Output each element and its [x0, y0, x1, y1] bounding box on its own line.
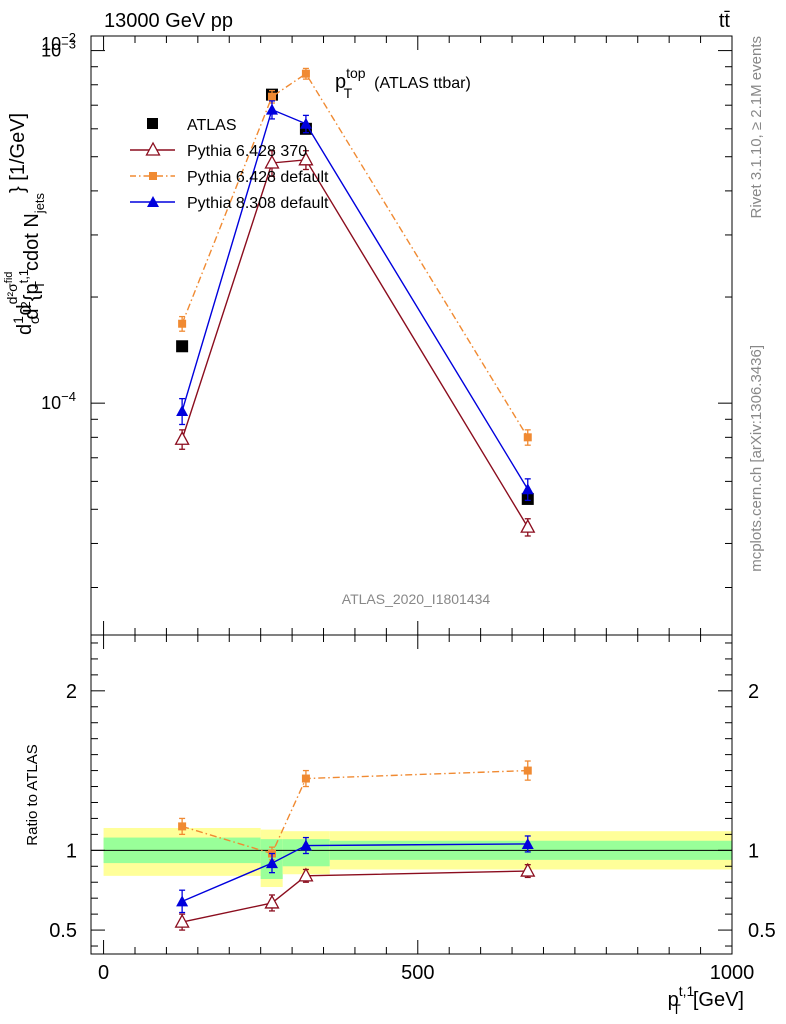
xaxis-label: pt,1 T [GeV]: [668, 983, 744, 1017]
legend-label-pythia6-370: Pythia 6.428 370: [187, 143, 307, 160]
pythia8-marker-main-1: [265, 103, 278, 115]
pythia6-default-marker-main-3: [523, 433, 532, 442]
ratio-ytick-label-left-1: 1: [66, 840, 77, 862]
ratio-ytick-label-left-2: 2: [66, 681, 77, 703]
pythia6-370-marker-ratio-2: [298, 867, 314, 882]
legend-label-pythia8: Pythia 8.308 default: [187, 195, 329, 212]
ratio-line-pythia8: [181, 843, 528, 903]
main-ytick-label-1: 10−3: [41, 37, 76, 61]
svg-text:d1σdd²σfidd2{pt,1Tcdot Njets}: d1σdd²σfidd2{pt,1Tcdot Njets} [1/GeV]: [3, 113, 47, 335]
ratio-ticks: 0.5 0.5 1 1 2 2 0 500 1000: [49, 635, 776, 984]
pythia6-370-marker-ratio-0: [174, 913, 190, 928]
main-ytick-label-0: 10−2: [41, 30, 76, 54]
legend-entry-pythia6-default: Pythia 6.428 default: [130, 169, 329, 186]
ratio-bands: [103, 827, 732, 888]
legend-label-pythia6-default: Pythia 6.428 default: [187, 169, 329, 186]
main-line-pythia8: [181, 108, 529, 490]
ratio-plot-frame: [90, 634, 733, 955]
pythia6-370-marker-ratio-3: [520, 862, 536, 877]
legend-entry-pythia8: Pythia 8.308 default: [130, 195, 329, 212]
legend-entry-pythia6-370: Pythia 6.428 370: [130, 141, 307, 160]
ratio-line-pythia6-default: [181, 769, 528, 855]
ratio-ytick-label-right-0.5: 0.5: [748, 920, 776, 942]
xtick-label-1000: 1000: [710, 962, 755, 984]
pythia8-marker-main-0: [176, 405, 189, 417]
title-rest: (ATLAS ttbar): [374, 75, 471, 92]
pythia8-marker-ratio-1: [265, 857, 278, 869]
legend: ATLAS Pythia 6.428 370 Pythia 6.428 defa…: [130, 117, 329, 212]
ratio-series-layer: [174, 760, 536, 931]
pythia6-default-marker-ratio-2: [301, 774, 310, 783]
pythia6-370-marker-main-2: [298, 151, 314, 166]
main-series-layer: [174, 67, 536, 537]
pythia6-default-marker-main-2: [301, 69, 310, 78]
legend-entry-atlas: ATLAS: [147, 117, 237, 134]
ratio-series-pythia6-default: [178, 760, 532, 861]
pythia8-marker-ratio-0: [176, 895, 189, 907]
pythia8-marker-ratio-2: [299, 839, 312, 851]
xtick-label-500: 500: [401, 962, 434, 984]
ratio-series-pythia6-370: [174, 862, 536, 931]
legend-marker-pythia6-370: [145, 141, 161, 156]
pythia8-marker-main-3: [521, 483, 534, 495]
pythia6-370-marker-main-0: [174, 430, 190, 445]
pythia6-default-marker-ratio-3: [523, 766, 532, 775]
legend-marker-pythia6-default: [149, 172, 157, 180]
title-main: p: [335, 71, 346, 93]
main-ylabel: d1σdd²σfidd2{pt,1Tcdot Njets} [1/GeV]: [3, 113, 47, 335]
pythia8-marker-main-2: [299, 117, 312, 129]
ratio-ytick-label-right-1: 1: [748, 840, 759, 862]
pythia6-370-marker-main-1: [264, 154, 280, 169]
analysis-watermark: ATLAS_2020_I1801434: [342, 591, 491, 607]
main-ticks: 10−210−3 10−4: [41, 30, 733, 635]
ratio-panel: 0.5 0.5 1 1 2 2 0 500 1000 Ratio to ATLAS pt,1 T[…: [24, 634, 776, 1017]
title-sup: top: [346, 65, 366, 81]
legend-marker-pythia8: [147, 196, 159, 207]
ratio-ytick-label-right-2: 2: [748, 681, 759, 703]
ratio-ylabel: Ratio to ATLAS: [24, 744, 41, 845]
legend-label-atlas: ATLAS: [187, 117, 237, 134]
legend-marker-atlas: [147, 118, 158, 129]
xtick-label-0: 0: [98, 962, 109, 984]
pythia6-default-marker-ratio-0: [178, 822, 187, 831]
process-label: tt̄: [719, 10, 731, 32]
pythia6-370-marker-ratio-1: [264, 894, 280, 909]
main-ytick-label-2: 10−4: [41, 389, 76, 413]
pythia8-marker-ratio-3: [521, 837, 534, 849]
ratio-line-pythia6-370: [181, 870, 528, 923]
plot-title: ptop T (ATLAS ttbar): [335, 65, 471, 101]
pythia6-default-marker-main-0: [178, 319, 187, 328]
main-line-pythia6-370: [181, 159, 529, 528]
atlas-marker-main-0: [176, 340, 189, 353]
energy-label: 13000 GeV pp: [104, 10, 233, 32]
pythia6-370-marker-main-3: [520, 518, 536, 533]
rivet-version-label: Rivet 3.1.10, ≥ 2.1M events: [748, 36, 765, 219]
title-sub: T: [344, 85, 353, 101]
main-line-pythia6-default: [181, 72, 529, 438]
ratio-ytick-label-left-0.5: 0.5: [49, 920, 77, 942]
ratio-series-pythia8: [176, 835, 534, 914]
main-panel: 10−210−3 10−4 ptop T (ATLAS ttbar) ATLAS_20…: [3, 30, 733, 636]
pythia6-default-marker-main-1: [267, 92, 276, 101]
mcplots-label: mcplots.cern.ch [arXiv:1306.3436]: [748, 345, 765, 572]
main-series-pythia8: [176, 100, 534, 502]
main-series-pythia6-370: [174, 150, 536, 537]
